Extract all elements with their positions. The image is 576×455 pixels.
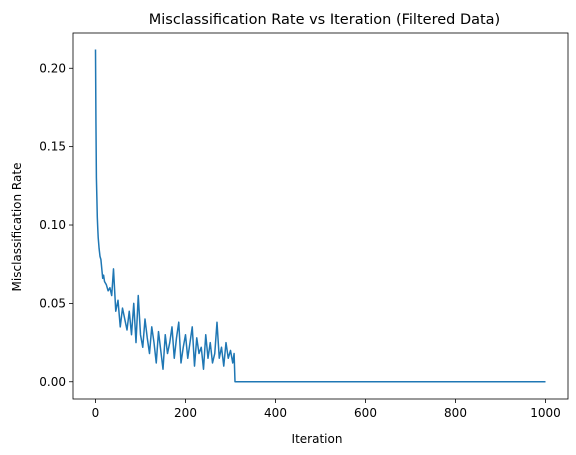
x-axis-label: Iteration [292, 432, 343, 446]
x-tick-label: 1000 [530, 406, 561, 420]
axis-ticks: 0 200 400 600 800 1000 0.00 0.05 0.10 0.15 0.20 [39, 61, 560, 420]
chart-title: Misclassification Rate vs Iteration (Fil… [149, 12, 500, 28]
y-tick-label: 0.15 [39, 140, 66, 154]
y-axis-label: Misclassification Rate [10, 163, 24, 292]
x-tick-label: 0 [92, 406, 100, 420]
y-tick-label: 0.20 [39, 61, 66, 75]
y-tick-label: 0.00 [39, 375, 66, 389]
x-tick-label: 800 [444, 406, 467, 420]
x-tick-label: 400 [264, 406, 287, 420]
y-tick-label: 0.05 [39, 296, 66, 310]
plot-frame [72, 32, 569, 400]
x-tick-label: 200 [174, 406, 197, 420]
y-tick-label: 0.10 [39, 218, 66, 232]
series-line [94, 49, 546, 383]
series-group [94, 49, 546, 383]
x-tick-label: 600 [354, 406, 377, 420]
